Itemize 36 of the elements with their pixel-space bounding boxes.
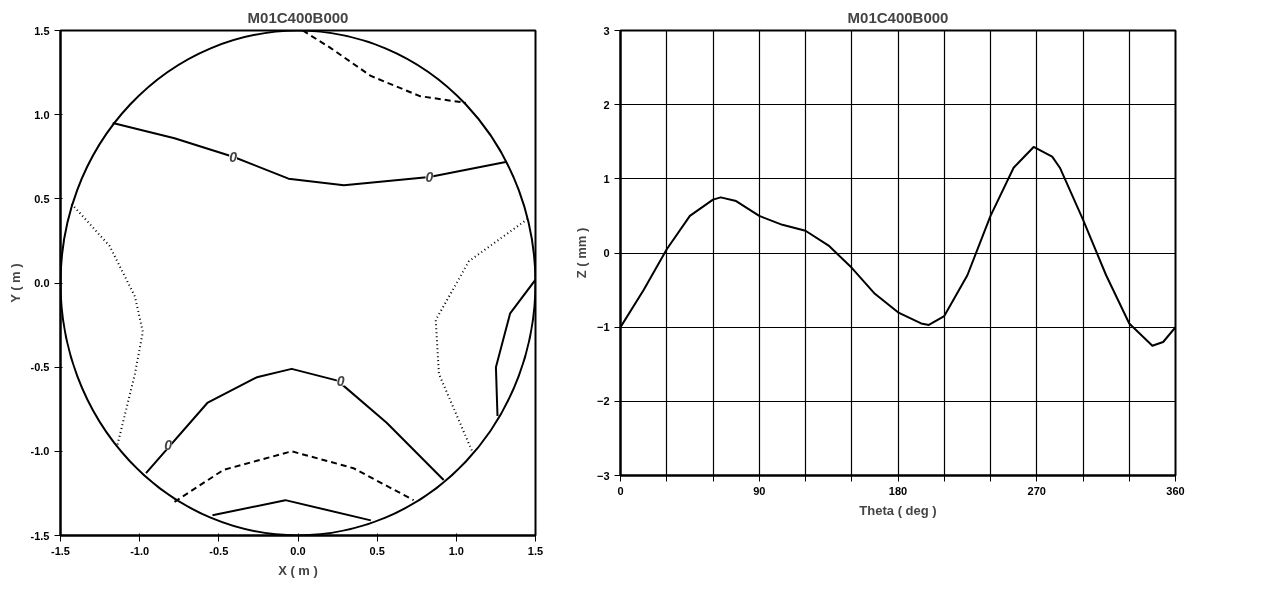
y-tick-label: -1.0 bbox=[30, 445, 50, 458]
x-tick-label: 0.0 bbox=[290, 544, 306, 557]
y-tick-label: 3 bbox=[603, 24, 610, 37]
y-tick-label: 0.0 bbox=[34, 277, 50, 289]
x-tick-label: -1.0 bbox=[130, 544, 150, 557]
y-tick-label: −3 bbox=[596, 469, 610, 482]
x-axis-title: X ( m ) bbox=[278, 562, 318, 578]
y-axis-title: Z ( mm ) bbox=[573, 227, 589, 279]
x-tick-label: 360 bbox=[1166, 484, 1185, 497]
chart-title: M01C400B000 bbox=[247, 8, 349, 26]
annotation: 0 bbox=[164, 436, 173, 453]
annotation: 0 bbox=[336, 372, 345, 389]
y-tick-label: −2 bbox=[596, 395, 610, 408]
x-tick-label: 180 bbox=[888, 484, 908, 497]
y-tick-label: 1.0 bbox=[34, 108, 50, 121]
x-tick-label: -1.5 bbox=[51, 544, 70, 557]
y-tick-label: 1.5 bbox=[34, 24, 50, 37]
y-tick-label: -0.5 bbox=[30, 361, 50, 374]
y-tick-label: 0 bbox=[603, 247, 610, 259]
y-tick-label: 2 bbox=[603, 98, 610, 111]
x-tick-label: 1.0 bbox=[448, 544, 464, 557]
x-tick-label: 270 bbox=[1027, 484, 1046, 497]
chart-title: M01C400B000 bbox=[847, 8, 949, 26]
x-tick-label: 0.5 bbox=[369, 544, 385, 557]
x-tick-label: 1.5 bbox=[527, 544, 544, 557]
y-axis-title: Y ( m ) bbox=[7, 263, 23, 303]
annotation: 0 bbox=[425, 168, 434, 185]
x-tick-label: 90 bbox=[753, 484, 766, 497]
annotation: 0 bbox=[229, 148, 238, 165]
y-tick-label: 0.5 bbox=[34, 192, 50, 205]
y-tick-label: -1.5 bbox=[30, 529, 50, 542]
x-axis-title: Theta ( deg ) bbox=[859, 502, 937, 518]
y-tick-label: −1 bbox=[596, 321, 610, 334]
x-tick-label: -0.5 bbox=[209, 544, 229, 557]
y-tick-label: 1 bbox=[603, 172, 610, 185]
x-tick-label: 0 bbox=[617, 484, 624, 497]
